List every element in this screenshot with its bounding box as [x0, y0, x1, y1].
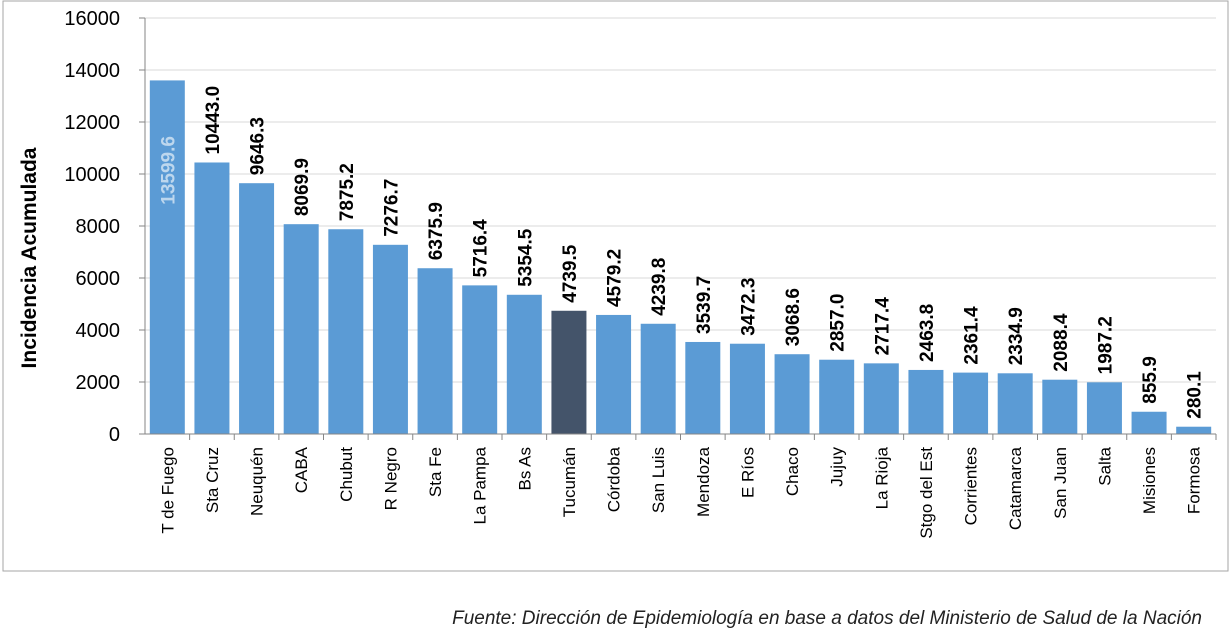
x-tick-label: Tucumán	[560, 447, 579, 517]
bar	[685, 341, 721, 434]
x-tick-label: San Juan	[1051, 447, 1070, 519]
bar	[372, 244, 408, 434]
data-label: 3539.7	[694, 276, 715, 334]
bar	[729, 343, 765, 434]
y-tick-label: 8000	[76, 216, 121, 238]
data-label: 3472.3	[738, 278, 759, 336]
y-tick-label: 10000	[64, 164, 120, 186]
y-tick-label: 6000	[76, 268, 121, 290]
data-label: 280.1	[1185, 371, 1206, 419]
x-tick-label: Chubut	[337, 447, 356, 502]
bar	[819, 359, 855, 434]
bar	[462, 285, 498, 434]
x-tick-label: Mendoza	[694, 446, 713, 516]
data-label: 6375.9	[426, 202, 447, 260]
bar	[194, 162, 230, 434]
bar	[1086, 382, 1122, 434]
bar	[551, 310, 587, 434]
y-tick-label: 4000	[76, 320, 121, 342]
data-label: 7875.2	[337, 163, 358, 221]
bar	[640, 323, 676, 434]
bar	[149, 80, 185, 434]
data-label: 2717.4	[872, 297, 893, 356]
x-tick-label: Córdoba	[605, 446, 624, 512]
y-tick-label: 12000	[64, 112, 120, 134]
x-tick-label: Salta	[1095, 446, 1114, 485]
data-label: 1987.2	[1095, 316, 1116, 374]
data-label: 855.9	[1140, 356, 1161, 404]
bar	[283, 224, 319, 434]
bar	[774, 354, 810, 434]
bar	[953, 372, 989, 434]
x-tick-label: Corrientes	[962, 447, 981, 525]
data-label: 5716.4	[471, 219, 492, 278]
bar	[908, 369, 944, 434]
x-tick-label: Misiones	[1140, 447, 1159, 514]
bar	[596, 314, 632, 434]
data-label: 10443.0	[203, 86, 224, 155]
x-tick-label: Stgo del Est	[917, 447, 936, 539]
bar	[506, 294, 542, 434]
data-label: 2088.4	[1051, 313, 1072, 372]
x-tick-label: E Ríos	[738, 447, 757, 498]
y-tick-label: 0	[109, 424, 120, 446]
x-tick-label: Sta Cruz	[203, 447, 222, 513]
x-tick-label: R Negro	[381, 447, 400, 510]
data-label: 4739.5	[560, 244, 581, 303]
data-label: 8069.9	[292, 158, 313, 216]
bar	[417, 268, 453, 434]
data-label: 5354.5	[515, 228, 536, 287]
data-label: 4239.8	[649, 258, 670, 316]
bar	[328, 229, 364, 434]
data-label: 3068.6	[783, 288, 804, 346]
data-label: 4579.2	[605, 249, 626, 307]
x-tick-label: Bs As	[515, 447, 534, 490]
bar	[997, 373, 1033, 434]
data-label: 2857.0	[828, 294, 849, 352]
bar	[863, 363, 899, 434]
data-label: 7276.7	[381, 179, 402, 237]
y-tick-label: 16000	[64, 8, 120, 30]
x-tick-label: Chaco	[783, 447, 802, 496]
x-tick-label: Jujuy	[828, 447, 847, 487]
x-tick-label: Sta Fe	[426, 447, 445, 497]
x-tick-label: La Pampa	[471, 446, 490, 524]
bar	[1131, 411, 1167, 434]
x-tick-label: Neuquén	[248, 447, 267, 516]
data-label: 2463.8	[917, 304, 938, 362]
y-tick-label: 2000	[76, 372, 121, 394]
data-label: 9646.3	[248, 117, 269, 175]
bar	[239, 183, 275, 434]
x-tick-label: T de Fuego	[158, 447, 177, 534]
data-label: 2334.9	[1006, 307, 1027, 365]
source-note: Fuente: Dirección de Epidemiología en ba…	[452, 608, 1202, 629]
x-tick-label: CABA	[292, 446, 311, 493]
data-label: 2361.4	[962, 306, 983, 365]
x-tick-label: Catamarca	[1006, 446, 1025, 530]
x-tick-label: Formosa	[1185, 446, 1204, 514]
data-label: 13599.6	[158, 136, 179, 205]
x-tick-label: San Luis	[649, 447, 668, 513]
y-axis-label: Incidencia Acumulada	[18, 147, 41, 368]
y-tick-label: 14000	[64, 60, 120, 82]
bar	[1176, 426, 1212, 434]
bar	[1042, 379, 1078, 434]
x-tick-label: La Rioja	[872, 446, 891, 509]
